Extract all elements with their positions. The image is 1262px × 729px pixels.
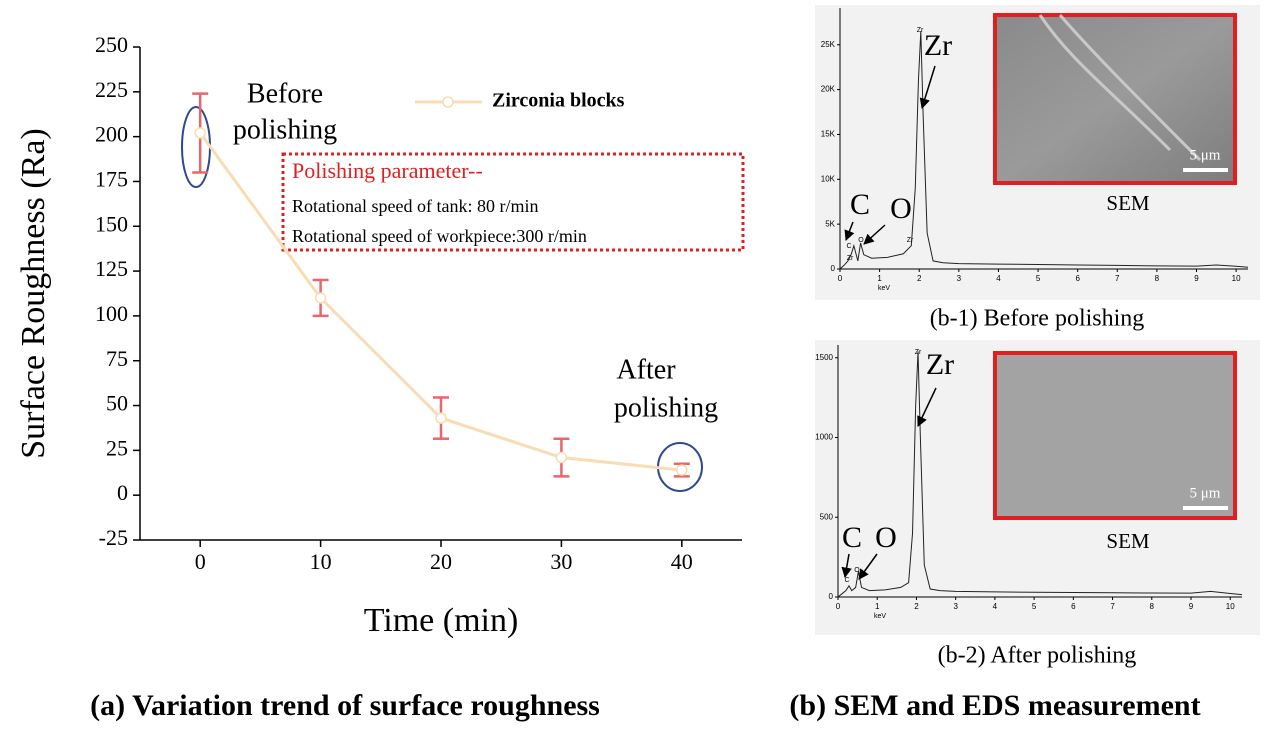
peak-label: C: [844, 577, 849, 584]
y-tick-label: 225: [95, 77, 128, 102]
data-point: [436, 413, 446, 423]
x-axis-title: keV: [874, 613, 886, 620]
data-point: [677, 465, 687, 475]
y-tick-label: 75: [106, 346, 128, 371]
y-tick-label: 125: [95, 256, 128, 281]
caption: (a) Variation trend of surface roughness: [90, 689, 600, 722]
peak-label: O: [858, 237, 864, 244]
x-axis-title: Time (min): [364, 602, 519, 639]
x-tick-label: 40: [671, 549, 693, 574]
data-point: [195, 128, 205, 138]
y-tick-label: -25: [99, 525, 128, 550]
y-tick-label: 0: [831, 264, 836, 273]
x-tick-label: 10: [1226, 602, 1235, 611]
x-tick-label: 3: [957, 274, 962, 283]
y-tick-label: 10K: [821, 174, 836, 183]
page: {"chart_data": [ {"type": "line", "y_lab…: [0, 0, 1262, 729]
data-point: [556, 453, 566, 463]
x-axis-title: keV: [878, 285, 890, 292]
y-axis-title: Surface Roughness (Ra): [15, 128, 52, 458]
scale-label: 5 μm: [1190, 485, 1221, 501]
x-tick-label: 4: [993, 602, 998, 611]
y-tick-label: 25: [106, 435, 128, 460]
annotation: After: [616, 354, 676, 385]
peak-label: O: [854, 567, 860, 574]
x-tick-label: 5: [1036, 274, 1041, 283]
peak-label: C: [846, 243, 851, 250]
peak-label: Zr: [847, 255, 854, 262]
caption: (b) SEM and EDS measurement: [789, 689, 1200, 722]
element-label: O: [890, 192, 912, 225]
caption: (b-2) After polishing: [938, 643, 1137, 669]
y-tick-label: 1000: [815, 433, 833, 442]
y-tick-label: 50: [106, 391, 128, 416]
peak-label: Zr: [915, 349, 922, 356]
y-tick-label: 500: [820, 512, 834, 521]
data-point: [316, 293, 326, 303]
note-line: Rotational speed of tank: 80 r/min: [292, 196, 538, 216]
caption: (b-1) Before polishing: [930, 306, 1145, 332]
x-tick-label: 1: [875, 602, 880, 611]
y-tick-label: 20K: [821, 85, 836, 94]
highlight-ellipse: [182, 107, 210, 187]
legend-marker: [443, 97, 453, 107]
y-tick-label: 150: [95, 211, 128, 236]
x-tick-label: 9: [1194, 274, 1199, 283]
x-tick-label: 30: [550, 549, 572, 574]
y-tick-label: 15K: [821, 130, 836, 139]
figure: -250255075100125150175200225250010203040…: [0, 0, 1262, 729]
x-tick-label: 7: [1115, 274, 1120, 283]
y-tick-label: 5K: [825, 219, 835, 228]
x-tick-label: 3: [953, 602, 958, 611]
y-tick-label: 0: [117, 480, 128, 505]
element-label: Zr: [924, 29, 952, 62]
element-label: C: [850, 188, 870, 221]
y-tick-label: 175: [95, 167, 128, 192]
annotation: polishing: [233, 114, 337, 145]
annotation: Before: [247, 78, 323, 109]
annotation: polishing: [614, 392, 718, 423]
scale-label: 5 μm: [1190, 147, 1221, 163]
x-tick-label: 4: [996, 274, 1001, 283]
x-tick-label: 2: [917, 274, 922, 283]
note-line: Rotational speed of workpiece:300 r/min: [292, 226, 587, 246]
x-tick-label: 0: [838, 274, 843, 283]
y-tick-label: 100: [95, 301, 128, 326]
x-tick-label: 8: [1150, 602, 1155, 611]
inset-label: SEM: [1106, 191, 1150, 215]
x-tick-label: 6: [1071, 602, 1076, 611]
y-tick-label: 200: [95, 122, 128, 147]
x-tick-label: 1: [877, 274, 882, 283]
legend-label: Zirconia blocks: [492, 90, 625, 112]
peak-label: Zr: [907, 237, 914, 244]
x-tick-label: 2: [914, 602, 919, 611]
x-tick-label: 6: [1075, 274, 1080, 283]
x-tick-label: 8: [1155, 274, 1160, 283]
y-tick-label: 0: [829, 592, 834, 601]
x-tick-label: 20: [430, 549, 452, 574]
inset-label: SEM: [1106, 529, 1150, 553]
note-title: Polishing parameter--: [292, 158, 483, 183]
x-tick-label: 0: [836, 602, 841, 611]
y-tick-label: 1500: [815, 353, 833, 362]
x-tick-label: 10: [1232, 274, 1241, 283]
x-tick-label: 10: [310, 549, 332, 574]
x-tick-label: 5: [1032, 602, 1037, 611]
y-tick-label: 25K: [821, 40, 836, 49]
element-label: O: [875, 521, 897, 554]
x-tick-label: 7: [1110, 602, 1115, 611]
y-tick-label: 250: [95, 32, 128, 57]
element-label: C: [842, 521, 862, 554]
x-tick-label: 9: [1189, 602, 1194, 611]
element-label: Zr: [926, 348, 954, 381]
x-tick-label: 0: [195, 549, 206, 574]
